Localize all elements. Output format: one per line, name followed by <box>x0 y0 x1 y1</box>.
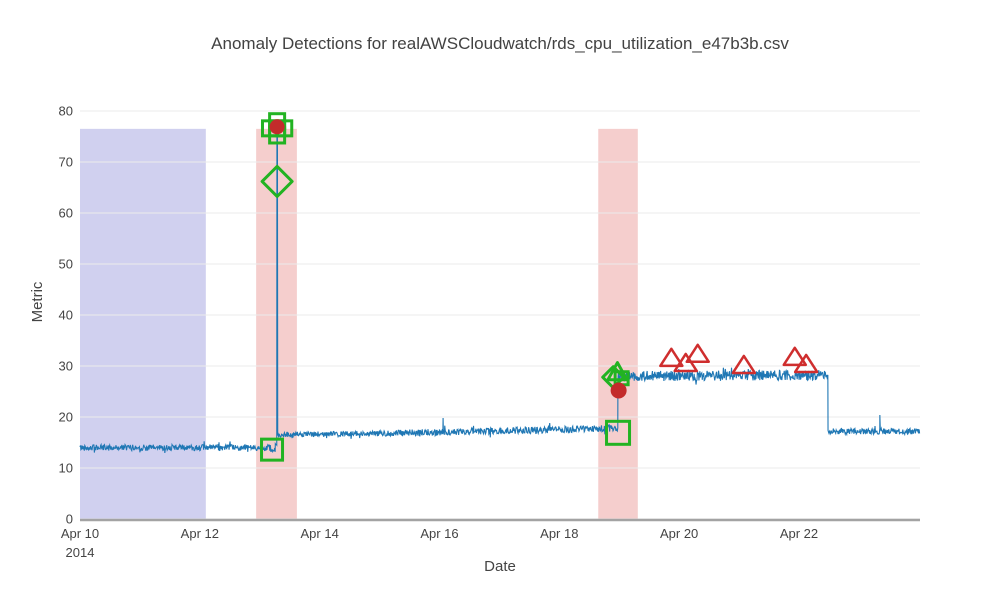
anomaly-triangle-marker <box>793 353 819 374</box>
x-tick-sublabel: 2014 <box>66 545 95 560</box>
y-tick-label: 70 <box>59 155 73 170</box>
anomaly-window-2-region <box>598 128 638 519</box>
detection-square-marker <box>260 437 285 462</box>
anomaly-dot-marker <box>610 382 627 399</box>
y-tick-label: 50 <box>59 257 73 272</box>
y-tick-label: 40 <box>59 308 73 323</box>
detection-diamond-marker <box>260 164 294 198</box>
x-axis-title: Date <box>484 558 516 575</box>
x-tick-label: Apr 16 <box>420 526 458 541</box>
probationary-period-region <box>80 128 206 519</box>
x-tick-label: Apr 12 <box>181 526 219 541</box>
y-tick-label: 20 <box>59 410 73 425</box>
detection-triangle-marker <box>606 361 629 382</box>
anomaly-triangle-marker <box>659 347 684 368</box>
x-tick-label: Apr 14 <box>301 526 339 541</box>
y-tick-label: 10 <box>59 461 73 476</box>
detection-square-marker <box>605 419 632 446</box>
anomaly-triangle-marker <box>782 346 808 367</box>
x-tick-label: Apr 18 <box>540 526 578 541</box>
x-tick-label: Apr 20 <box>660 526 698 541</box>
anomaly-dot-marker <box>269 119 285 135</box>
chart-title: Anomaly Detections for realAWSCloudwatch… <box>211 34 789 53</box>
y-tick-label: 60 <box>59 206 73 221</box>
metric-line-series <box>79 126 921 454</box>
anomaly-triangle-marker <box>685 343 710 364</box>
y-tick-label: 0 <box>66 512 73 527</box>
anomaly-triangle-marker <box>731 354 757 375</box>
y-tick-label: 80 <box>59 104 73 119</box>
x-tick-label: Apr 10 <box>61 526 99 541</box>
x-tick-label: Apr 22 <box>780 526 818 541</box>
y-tick-label: 30 <box>59 359 73 374</box>
